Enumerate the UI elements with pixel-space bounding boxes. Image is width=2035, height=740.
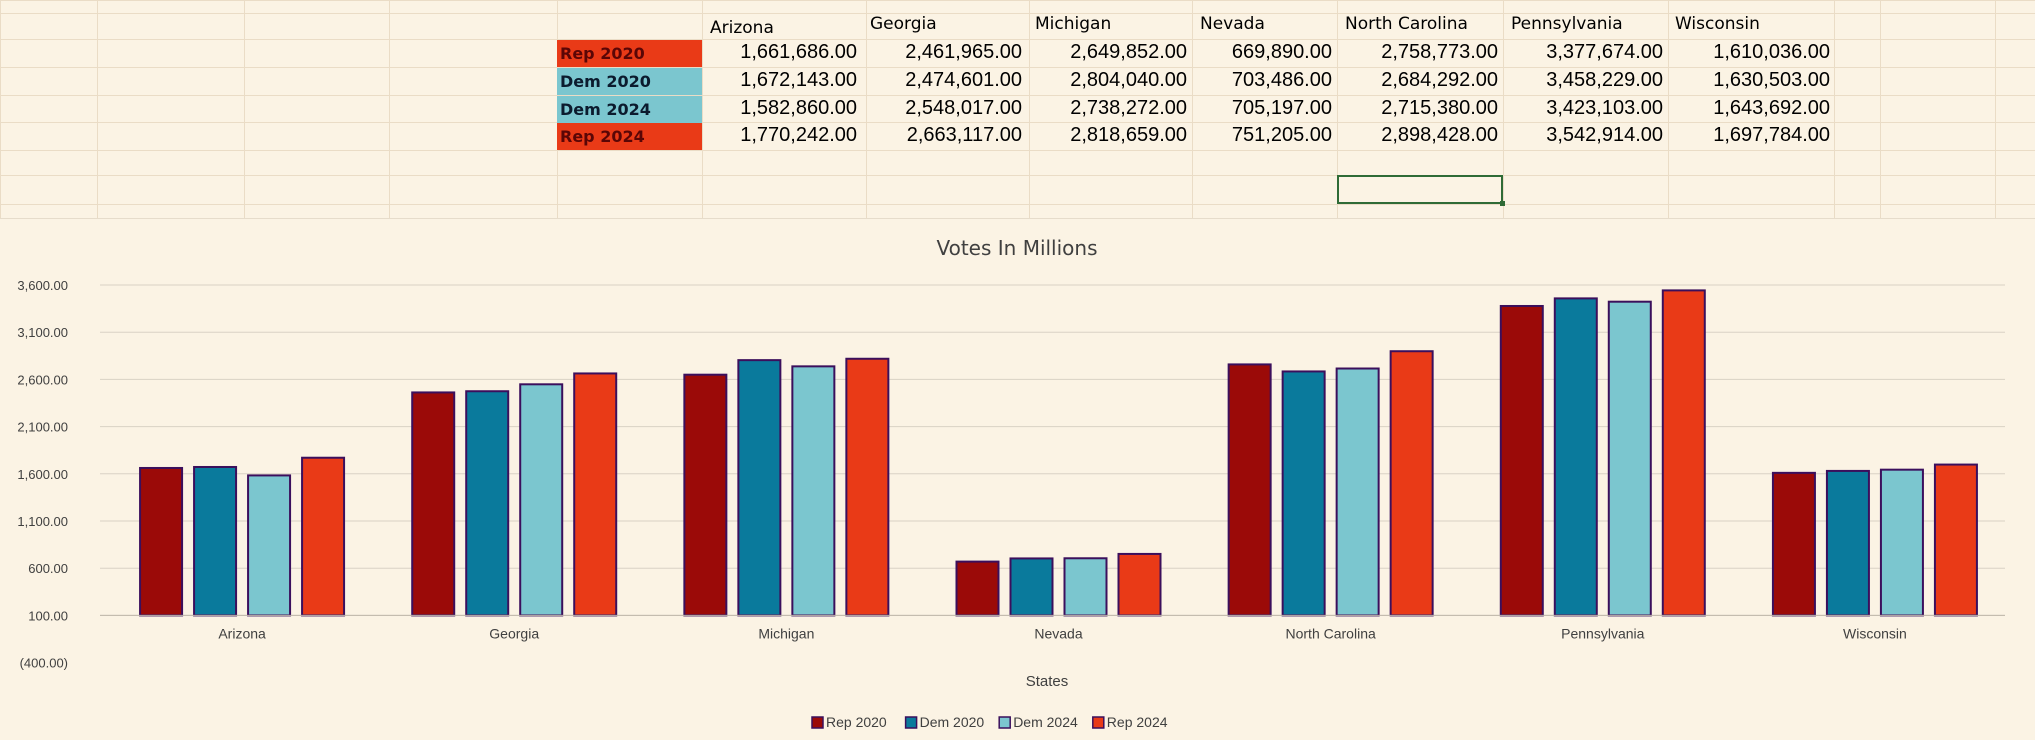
bar-dem-2020 — [737, 359, 782, 617]
bar-dem-2024 — [1063, 557, 1108, 617]
value-cell[interactable]: 669,890.00 — [1231, 41, 1332, 63]
x-tick-label: North Carolina — [1286, 625, 1376, 641]
value-cell[interactable]: 2,758,773.00 — [1381, 41, 1498, 63]
selected-cell[interactable] — [1337, 175, 1505, 206]
bar-rep-2024 — [301, 456, 346, 617]
chart-area[interactable]: Votes In Millions 3,600.00 3,100.00 2,600.0… — [0, 218, 2035, 740]
value-cell[interactable]: 2,474,601.00 — [905, 69, 1022, 91]
bar-rep-2024 — [1389, 350, 1434, 617]
bar-rep-2020 — [139, 466, 184, 617]
value-cell[interactable]: 1,697,784.00 — [1713, 124, 1830, 146]
bar-chart: Votes In Millions 3,600.00 3,100.00 2,600.0… — [17, 236, 2005, 730]
y-tick-label: 100.00 — [28, 608, 68, 623]
value-cell[interactable]: 1,661,686.00 — [740, 41, 857, 63]
bar-rep-2024 — [1117, 552, 1162, 617]
value-cell[interactable]: 1,643,692.00 — [1713, 97, 1830, 119]
bar-rep-2024 — [573, 372, 618, 617]
legend-swatch — [1092, 716, 1105, 729]
legend-swatch — [904, 716, 918, 729]
column-header-cell[interactable]: Arizona — [710, 18, 774, 38]
bar-dem-2020 — [1281, 370, 1326, 617]
value-cell[interactable]: 2,715,380.00 — [1381, 97, 1498, 119]
value-cell[interactable]: 2,548,017.00 — [905, 97, 1022, 119]
value-cell[interactable]: 705,197.00 — [1231, 97, 1332, 119]
x-tick-label: Georgia — [489, 625, 539, 641]
value-cell[interactable]: 3,542,914.00 — [1546, 124, 1663, 146]
bar-rep-2020 — [683, 373, 728, 617]
row-label-cell[interactable]: Rep 2024 — [557, 123, 702, 150]
value-cell[interactable]: 751,205.00 — [1231, 124, 1332, 146]
legend-swatch — [811, 716, 824, 729]
column-header-cell[interactable]: Nevada — [1200, 14, 1265, 34]
bar-dem-2020 — [1825, 469, 1870, 617]
y-tick-label: 3,100.00 — [17, 325, 68, 340]
x-tick-label: Arizona — [218, 625, 266, 641]
value-cell[interactable]: 2,461,965.00 — [905, 41, 1022, 63]
bar-dem-2024 — [791, 365, 836, 617]
value-cell[interactable]: 2,684,292.00 — [1381, 69, 1498, 91]
value-cell[interactable]: 3,458,229.00 — [1546, 69, 1663, 91]
legend-label: Dem 2020 — [920, 714, 985, 730]
spreadsheet-grid[interactable]: Arizona Georgia Michigan Nevada North Caroli… — [0, 0, 2035, 220]
value-cell[interactable]: 703,486.00 — [1231, 69, 1332, 91]
y-tick-label: 2,600.00 — [17, 372, 68, 387]
x-tick-label: Michigan — [758, 625, 814, 641]
y-tick-label: 2,100.00 — [17, 420, 68, 435]
value-cell[interactable]: 3,377,674.00 — [1546, 41, 1663, 63]
value-cell[interactable]: 2,738,272.00 — [1070, 97, 1187, 119]
row-label-cell[interactable]: Dem 2024 — [557, 96, 702, 123]
bar-rep-2020 — [1499, 304, 1544, 617]
bar-rep-2020 — [1227, 363, 1272, 617]
gridlines — [0, 0, 2035, 220]
y-tick-label: 3,600.00 — [17, 278, 68, 293]
row-label-cell[interactable]: Dem 2020 — [557, 68, 702, 95]
value-cell[interactable]: 2,804,040.00 — [1070, 69, 1187, 91]
chart-title: Votes In Millions — [936, 236, 1097, 260]
y-tick-label: 1,600.00 — [17, 467, 68, 482]
legend-label: Dem 2024 — [1013, 714, 1078, 730]
bar-rep-2024 — [845, 357, 890, 617]
column-header-cell[interactable]: Wisconsin — [1675, 14, 1760, 34]
row-label-cell[interactable]: Rep 2020 — [557, 40, 702, 67]
bar-dem-2020 — [193, 465, 238, 617]
value-cell[interactable]: 3,423,103.00 — [1546, 97, 1663, 119]
value-cell[interactable]: 2,649,852.00 — [1070, 41, 1187, 63]
bar-rep-2020 — [1771, 471, 1816, 617]
bar-dem-2024 — [247, 474, 292, 617]
bar-dem-2020 — [465, 390, 510, 617]
value-cell[interactable]: 2,818,659.00 — [1070, 124, 1187, 146]
bar-rep-2020 — [955, 560, 1000, 617]
bar-dem-2024 — [519, 383, 564, 617]
value-cell[interactable]: 1,582,860.00 — [740, 97, 857, 119]
bar-dem-2020 — [1009, 557, 1054, 617]
x-tick-label: Nevada — [1034, 625, 1082, 641]
x-axis-title: States — [1026, 673, 1069, 690]
bar-dem-2020 — [1553, 297, 1598, 617]
column-header-cell[interactable]: North Carolina — [1345, 14, 1468, 34]
x-tick-label: Pennsylvania — [1561, 625, 1644, 641]
legend-label: Rep 2024 — [1107, 714, 1168, 730]
value-cell[interactable]: 1,672,143.00 — [740, 69, 857, 91]
value-cell[interactable]: 1,770,242.00 — [740, 124, 857, 146]
bar-dem-2024 — [1879, 468, 1924, 617]
value-cell[interactable]: 1,610,036.00 — [1713, 41, 1830, 63]
bar-rep-2024 — [1933, 463, 1978, 617]
legend-label: Rep 2020 — [826, 714, 887, 730]
x-tick-label: Wisconsin — [1843, 625, 1907, 641]
value-cell[interactable]: 1,630,503.00 — [1713, 69, 1830, 91]
y-tick-label: (400.00) — [20, 656, 68, 671]
column-header-cell[interactable]: Georgia — [870, 14, 937, 34]
bar-dem-2024 — [1607, 300, 1652, 617]
bar-rep-2020 — [411, 391, 456, 617]
legend-swatch — [998, 716, 1011, 729]
column-header-cell[interactable]: Michigan — [1035, 14, 1112, 34]
value-cell[interactable]: 2,898,428.00 — [1381, 124, 1498, 146]
y-tick-label: 1,100.00 — [17, 514, 68, 529]
bar-rep-2024 — [1661, 289, 1706, 617]
value-cell[interactable]: 2,663,117.00 — [906, 124, 1022, 146]
y-tick-label: 600.00 — [28, 561, 68, 576]
column-header-cell[interactable]: Pennsylvania — [1511, 14, 1623, 34]
bar-dem-2024 — [1335, 367, 1380, 617]
